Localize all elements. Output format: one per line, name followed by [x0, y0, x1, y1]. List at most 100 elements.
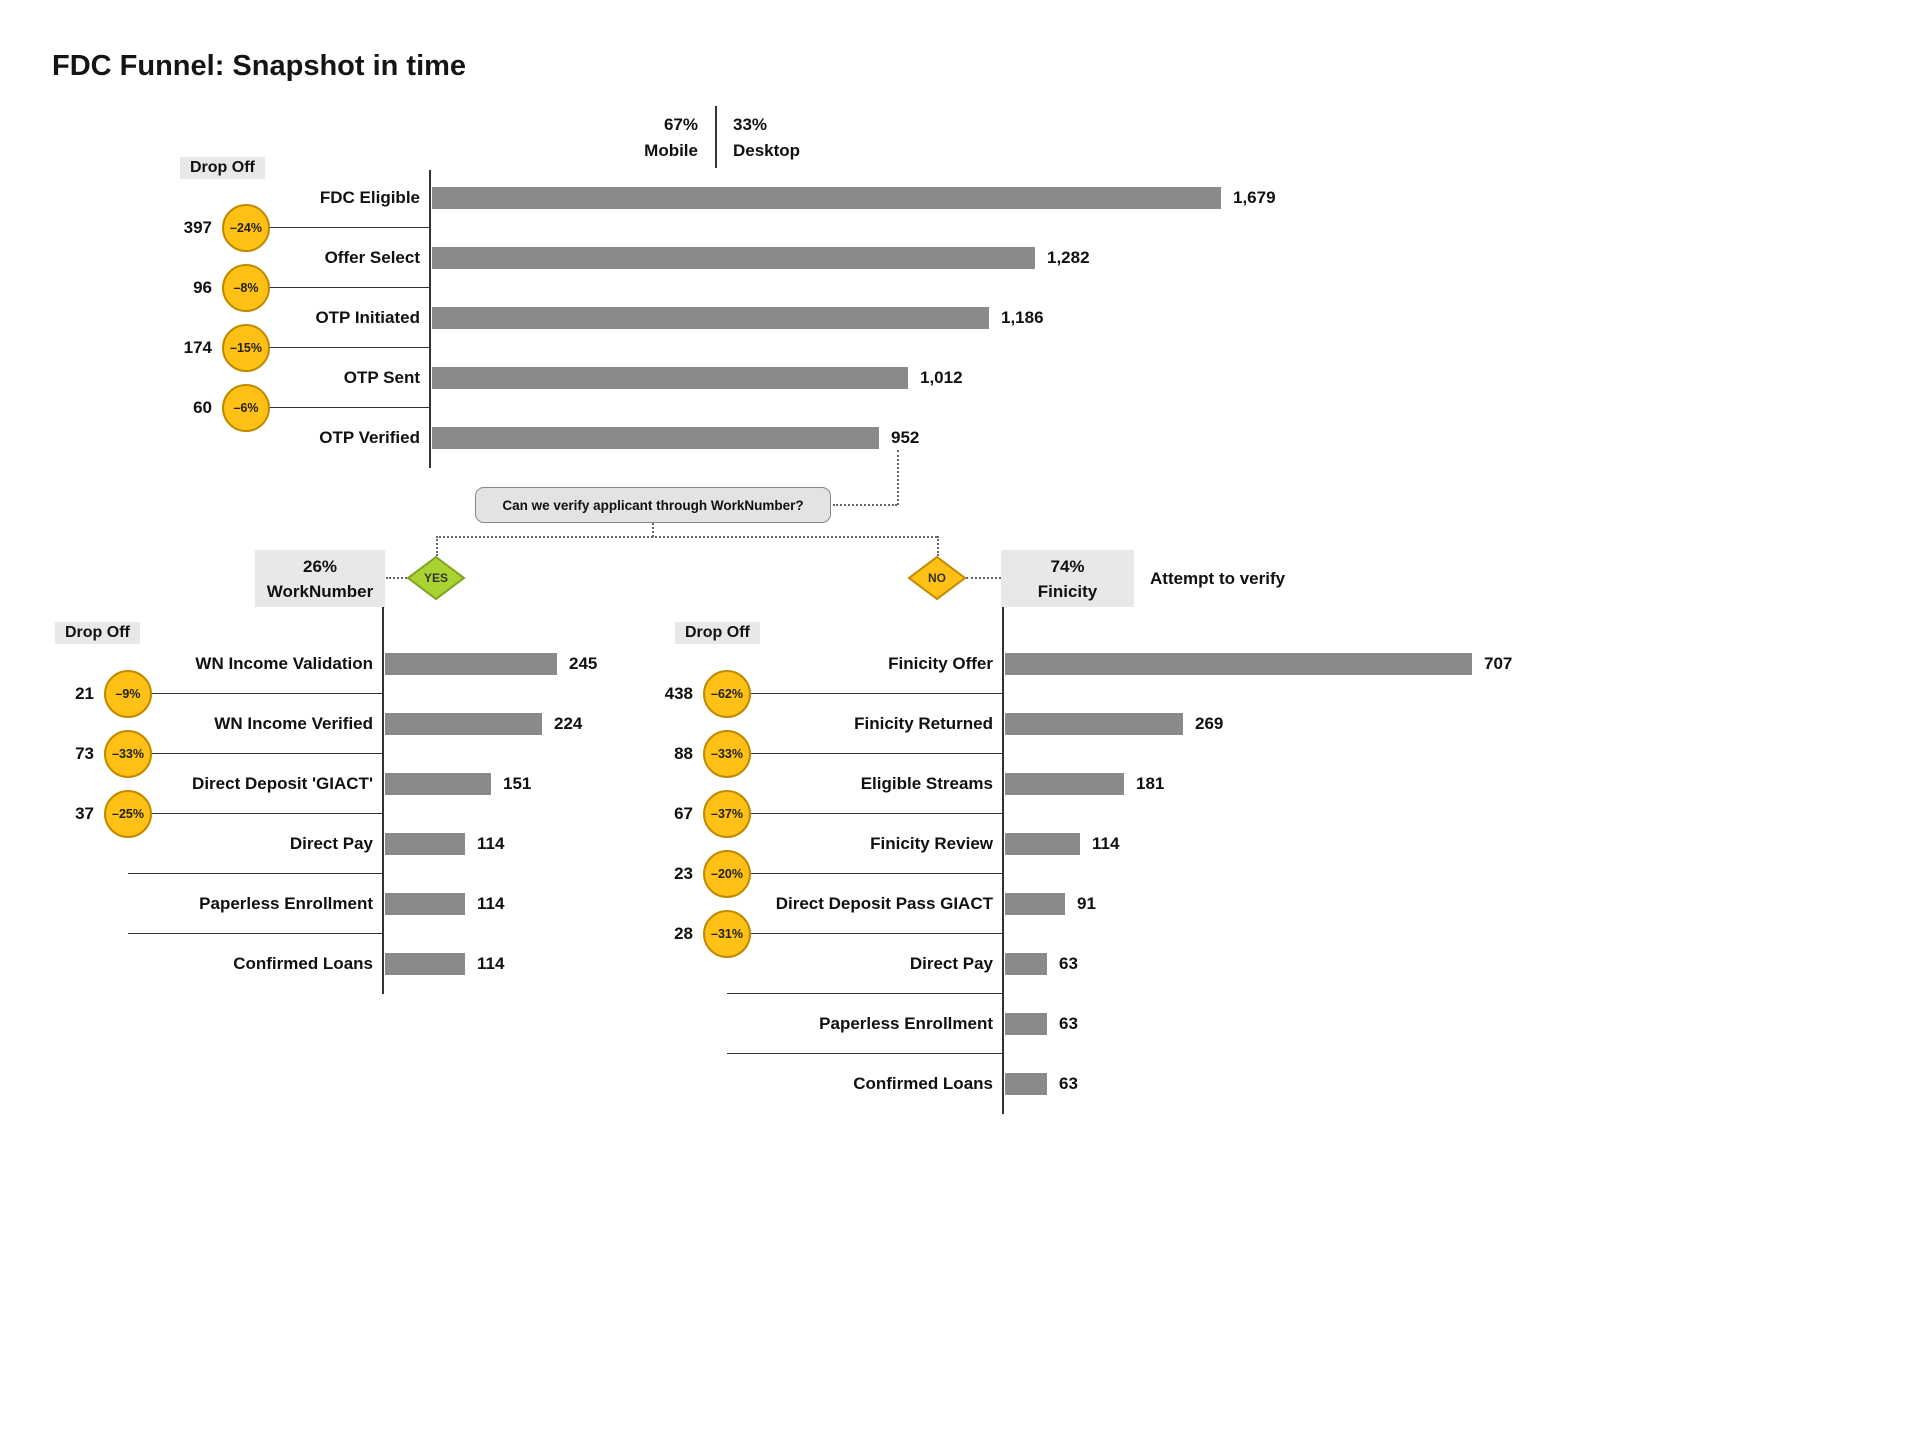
no-diamond-shape: [907, 555, 967, 601]
decision-question: Can we verify applicant through WorkNumb…: [502, 497, 804, 513]
finicity-bar-value: 707: [1484, 654, 1513, 673]
main-bar-value: 1,282: [1047, 248, 1090, 267]
finicity-axis-line: [1002, 607, 1004, 1114]
finicity-drop-off-count: 23: [674, 864, 693, 883]
finicity-drop-off-count: 67: [674, 804, 693, 823]
worknumber-branch-header: 26% WorkNumber: [255, 550, 385, 607]
main-bar-value: 952: [891, 428, 920, 447]
connector-decision-down: [652, 523, 654, 537]
main-drop-off-circle: –24%: [222, 204, 270, 252]
worknumber-drop-off-header: Drop Off: [55, 622, 140, 644]
finicity-bar: [1005, 1013, 1047, 1035]
finicity-stage-separator-line: [727, 1053, 1003, 1054]
main-drop-off-count: 397: [183, 218, 212, 237]
worknumber-bar-value: 224: [554, 714, 583, 733]
connector-yes-to-worknumber: [386, 577, 407, 579]
finicity-drop-off-count: 88: [674, 744, 693, 763]
finicity-drop-off-circle: –37%: [703, 790, 751, 838]
main-stage-label: OTP Sent: [343, 368, 420, 387]
finicity-stage-label: Direct Pay: [909, 954, 993, 973]
connector-branch-split: [436, 536, 937, 538]
decision-box: Can we verify applicant through WorkNumb…: [475, 487, 831, 523]
yes-diamond-shape: [406, 555, 466, 601]
finicity-branch-percent: 74%: [1050, 556, 1085, 576]
finicity-stage-label: Finicity Returned: [854, 714, 993, 733]
finicity-bar-value: 269: [1195, 714, 1224, 733]
worknumber-drop-off-count: 37: [75, 804, 94, 823]
connector-no-to-finicity: [966, 577, 1001, 579]
main-stage-label: Offer Select: [324, 248, 420, 267]
finicity-bar-value: 181: [1136, 774, 1165, 793]
worknumber-bar-value: 114: [477, 954, 505, 973]
worknumber-stage-label: Direct Pay: [289, 834, 373, 853]
finicity-drop-off-circle: –31%: [703, 910, 751, 958]
yes-diamond-label: YES: [424, 571, 448, 585]
worknumber-branch-percent: 26%: [302, 556, 338, 576]
desktop-percent: 33%: [733, 115, 768, 134]
main-bar: [432, 307, 989, 329]
finicity-bar: [1005, 893, 1065, 915]
finicity-bar-value: 63: [1059, 1074, 1078, 1093]
main-stage-separator-line: [246, 287, 430, 288]
finicity-stage-separator-line: [727, 693, 1003, 694]
connector-otp-to-decision-vertical: [897, 450, 899, 505]
finicity-stage-label: Finicity Offer: [888, 654, 993, 673]
main-stage-label: FDC Eligible: [319, 188, 420, 207]
worknumber-bar: [385, 713, 542, 735]
finicity-bar-value: 63: [1059, 1014, 1078, 1033]
finicity-bar-value: 63: [1059, 954, 1078, 973]
worknumber-stage-separator-line: [128, 753, 383, 754]
main-stage-separator-line: [246, 407, 430, 408]
mobile-label: Mobile: [644, 141, 698, 160]
worknumber-drop-off-count: 73: [75, 744, 94, 763]
finicity-stage-separator-line: [727, 873, 1003, 874]
worknumber-stage-separator-line: [128, 933, 383, 934]
finicity-bar-value: 114: [1092, 834, 1120, 853]
main-bar: [432, 247, 1035, 269]
finicity-stage-separator-line: [727, 813, 1003, 814]
main-drop-off-count: 174: [183, 338, 212, 357]
main-bar: [432, 427, 879, 449]
finicity-bar: [1005, 653, 1472, 675]
finicity-bar: [1005, 953, 1047, 975]
main-bar: [432, 187, 1221, 209]
finicity-stage-separator-line: [727, 753, 1003, 754]
main-axis-line: [429, 170, 431, 468]
finicity-drop-off-header: Drop Off: [675, 622, 760, 644]
worknumber-drop-off-circle: –25%: [104, 790, 152, 838]
finicity-stage-label: Direct Deposit Pass GIACT: [775, 894, 993, 913]
finicity-stage-separator-line: [727, 933, 1003, 934]
connector-no-down: [937, 536, 939, 556]
worknumber-bar: [385, 653, 557, 675]
finicity-drop-off-count: 438: [664, 684, 693, 703]
worknumber-stage-separator-line: [128, 693, 383, 694]
finicity-stage-separator-line: [727, 993, 1003, 994]
main-stage-separator-line: [246, 347, 430, 348]
no-diamond: NO: [907, 555, 967, 601]
page-title: FDC Funnel: Snapshot in time: [52, 50, 467, 82]
finicity-bar: [1005, 1073, 1047, 1095]
finicity-bar: [1005, 713, 1183, 735]
worknumber-bar: [385, 953, 465, 975]
worknumber-bar-value: 151: [503, 774, 532, 793]
main-drop-off-circle: –15%: [222, 324, 270, 372]
main-drop-off-header: Drop Off: [180, 157, 265, 179]
main-bar-value: 1,186: [1001, 308, 1044, 327]
worknumber-bar-value: 114: [477, 834, 505, 853]
device-split-desktop: 33% Desktop: [733, 112, 893, 164]
worknumber-bar: [385, 893, 465, 915]
main-drop-off-circle: –6%: [222, 384, 270, 432]
desktop-label: Desktop: [733, 141, 801, 160]
finicity-branch-header: 74% Finicity: [1001, 550, 1134, 607]
finicity-stage-label: Eligible Streams: [860, 774, 993, 793]
worknumber-bar: [385, 773, 491, 795]
worknumber-drop-off-count: 21: [75, 684, 94, 703]
worknumber-bar-value: 114: [477, 894, 505, 913]
device-split-mobile: 67% Mobile: [540, 112, 698, 164]
main-drop-off-count: 60: [193, 398, 212, 417]
main-stage-label: OTP Verified: [319, 428, 420, 447]
connector-otp-to-decision-horizontal: [833, 504, 897, 506]
worknumber-branch-label: WorkNumber: [266, 581, 374, 601]
finicity-drop-off-circle: –62%: [703, 670, 751, 718]
main-bar: [432, 367, 908, 389]
